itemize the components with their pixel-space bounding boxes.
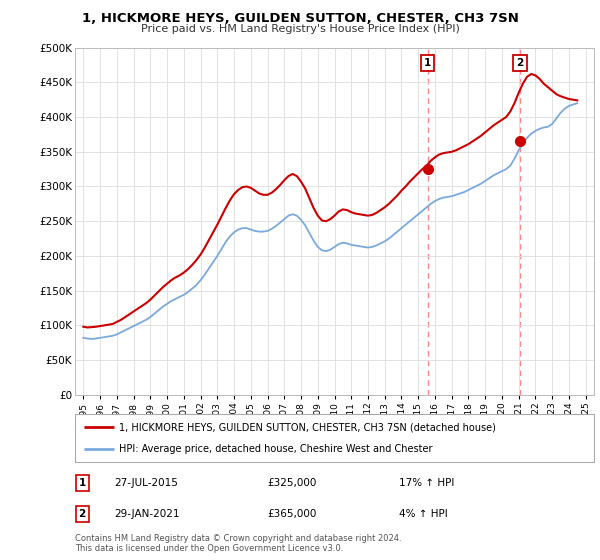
Text: 4% ↑ HPI: 4% ↑ HPI: [399, 509, 448, 519]
Text: £365,000: £365,000: [267, 509, 316, 519]
Text: Price paid vs. HM Land Registry's House Price Index (HPI): Price paid vs. HM Land Registry's House …: [140, 24, 460, 34]
Text: 1, HICKMORE HEYS, GUILDEN SUTTON, CHESTER, CH3 7SN: 1, HICKMORE HEYS, GUILDEN SUTTON, CHESTE…: [82, 12, 518, 25]
Text: Contains HM Land Registry data © Crown copyright and database right 2024.
This d: Contains HM Land Registry data © Crown c…: [75, 534, 401, 553]
Text: £325,000: £325,000: [267, 478, 316, 488]
Text: 1: 1: [424, 58, 431, 68]
Text: 17% ↑ HPI: 17% ↑ HPI: [399, 478, 454, 488]
Text: 1, HICKMORE HEYS, GUILDEN SUTTON, CHESTER, CH3 7SN (detached house): 1, HICKMORE HEYS, GUILDEN SUTTON, CHESTE…: [119, 422, 496, 432]
Text: HPI: Average price, detached house, Cheshire West and Chester: HPI: Average price, detached house, Ches…: [119, 444, 433, 454]
Text: 1: 1: [79, 478, 86, 488]
Text: 2: 2: [79, 509, 86, 519]
Text: 29-JAN-2021: 29-JAN-2021: [114, 509, 179, 519]
Text: 27-JUL-2015: 27-JUL-2015: [114, 478, 178, 488]
Text: 2: 2: [517, 58, 524, 68]
